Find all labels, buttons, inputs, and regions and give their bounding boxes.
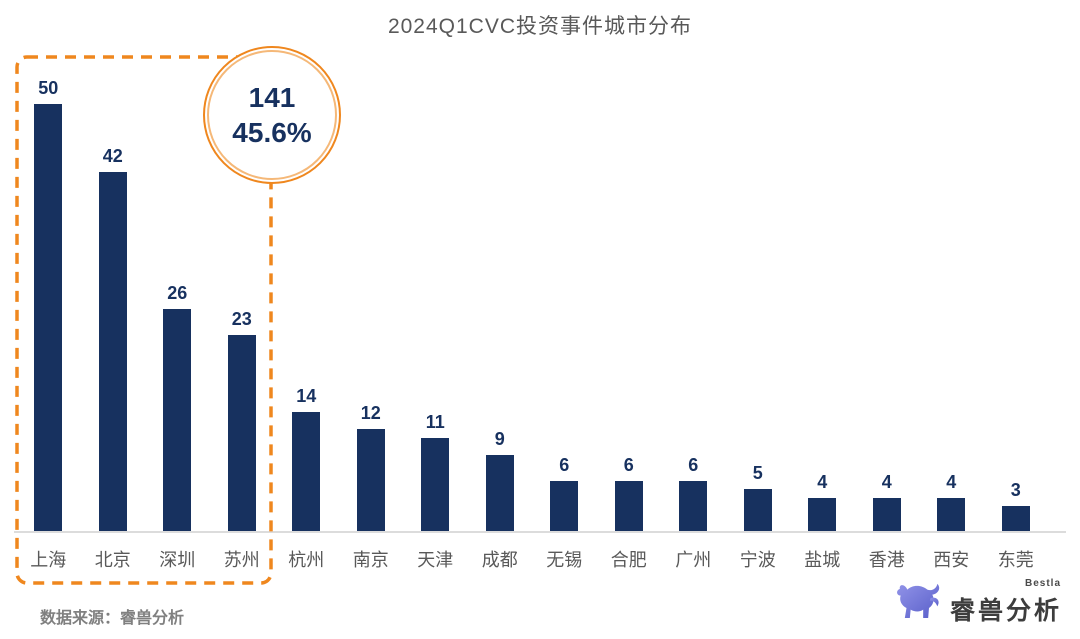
x-axis-label: 杭州 <box>288 550 325 570</box>
x-axis-label: 上海 <box>30 550 67 570</box>
bar <box>485 455 514 532</box>
bar-value-label: 4 <box>817 472 828 492</box>
bar-value-label: 4 <box>946 472 957 492</box>
bar-column-西安: 4 <box>919 472 984 532</box>
bar-column-成都: 9 <box>468 429 533 532</box>
bar-column-盐城: 4 <box>790 472 855 532</box>
x-axis-label: 广州 <box>675 550 712 570</box>
bar <box>292 412 321 532</box>
x-axis-label: 盐城 <box>804 550 841 570</box>
bar-column-南京: 12 <box>339 403 404 532</box>
x-axis-label: 西安 <box>933 550 970 570</box>
bar-column-上海: 50 <box>16 78 81 532</box>
x-axis-label: 香港 <box>868 550 905 570</box>
bar <box>1001 506 1030 532</box>
bar-column-东莞: 3 <box>984 480 1049 532</box>
bar <box>808 498 837 532</box>
bar <box>743 489 772 532</box>
bar-column-深圳: 26 <box>145 283 210 532</box>
x-axis-label: 东莞 <box>997 550 1034 570</box>
logo-subbrand: Bestla <box>1024 578 1061 589</box>
bar <box>937 498 966 532</box>
source-note: 数据来源：睿兽分析 <box>40 610 185 627</box>
x-axis-label: 苏州 <box>223 550 260 570</box>
bar-column-无锡: 6 <box>532 455 597 532</box>
bar-value-label: 6 <box>559 455 570 475</box>
bar-column-天津: 11 <box>403 412 468 532</box>
x-axis-labels: 上海 北京 深圳 苏州 杭州 南京 天津 成都 无锡 合肥 广州 宁波 盐城 香港 西安 东莞 <box>16 546 1048 572</box>
bar-value-label: 9 <box>494 429 505 449</box>
beast-logo-icon <box>897 583 940 618</box>
brand-logo: Bestla 睿兽分析 <box>894 578 1062 627</box>
bar-value-label: 11 <box>425 412 445 432</box>
bar <box>98 172 127 532</box>
bar <box>872 498 901 532</box>
bar <box>163 309 192 532</box>
x-axis-label: 天津 <box>417 550 454 570</box>
bar-value-label: 4 <box>881 472 892 492</box>
bar <box>356 429 385 532</box>
highlight-dashed-box <box>15 55 273 585</box>
bar-value-label: 50 <box>38 78 59 98</box>
bar-value-label: 23 <box>231 309 252 329</box>
x-axis-label: 无锡 <box>546 550 583 570</box>
bar-value-label: 5 <box>752 463 763 483</box>
logo-brand: 睿兽分析 <box>949 597 1062 625</box>
bar <box>227 335 256 532</box>
x-axis-label: 南京 <box>352 550 389 570</box>
bar-value-label: 12 <box>360 403 381 423</box>
bar-value-label: 42 <box>102 146 123 166</box>
x-axis-label: 成都 <box>481 550 518 570</box>
bar-value-label: 14 <box>296 386 317 406</box>
logo-text: Bestla 睿兽分析 <box>949 578 1062 627</box>
bar <box>614 481 643 532</box>
bars-area: 50 42 26 23 14 12 11 9 6 6 6 5 4 4 4 3 <box>16 0 1048 532</box>
x-axis-line <box>14 531 1066 533</box>
bar-column-广州: 6 <box>661 455 726 532</box>
highlight-percent: 45.6% <box>232 117 312 148</box>
bar-column-杭州: 14 <box>274 386 339 532</box>
x-axis-label: 深圳 <box>159 550 196 570</box>
bar <box>679 481 708 532</box>
highlight-total: 141 <box>248 82 296 113</box>
bar-column-苏州: 23 <box>210 309 275 532</box>
bar <box>421 438 450 532</box>
bar-column-合肥: 6 <box>597 455 662 532</box>
chart-title: 2024Q1CVC投资事件城市分布 <box>387 15 693 38</box>
bar-column-香港: 4 <box>855 472 920 532</box>
bar-column-宁波: 5 <box>726 463 791 532</box>
x-axis-label: 合肥 <box>610 550 647 570</box>
x-axis-label: 宁波 <box>739 550 776 570</box>
bar <box>550 481 579 532</box>
highlight-circle: 141 45.6% <box>203 46 341 184</box>
bar-value-label: 6 <box>688 455 699 475</box>
bar-value-label: 6 <box>623 455 634 475</box>
bar <box>34 104 63 532</box>
bar-value-label: 3 <box>1010 480 1021 500</box>
bar-column-北京: 42 <box>81 146 146 532</box>
x-axis-label: 北京 <box>94 550 131 570</box>
bar-value-label: 26 <box>167 283 188 303</box>
